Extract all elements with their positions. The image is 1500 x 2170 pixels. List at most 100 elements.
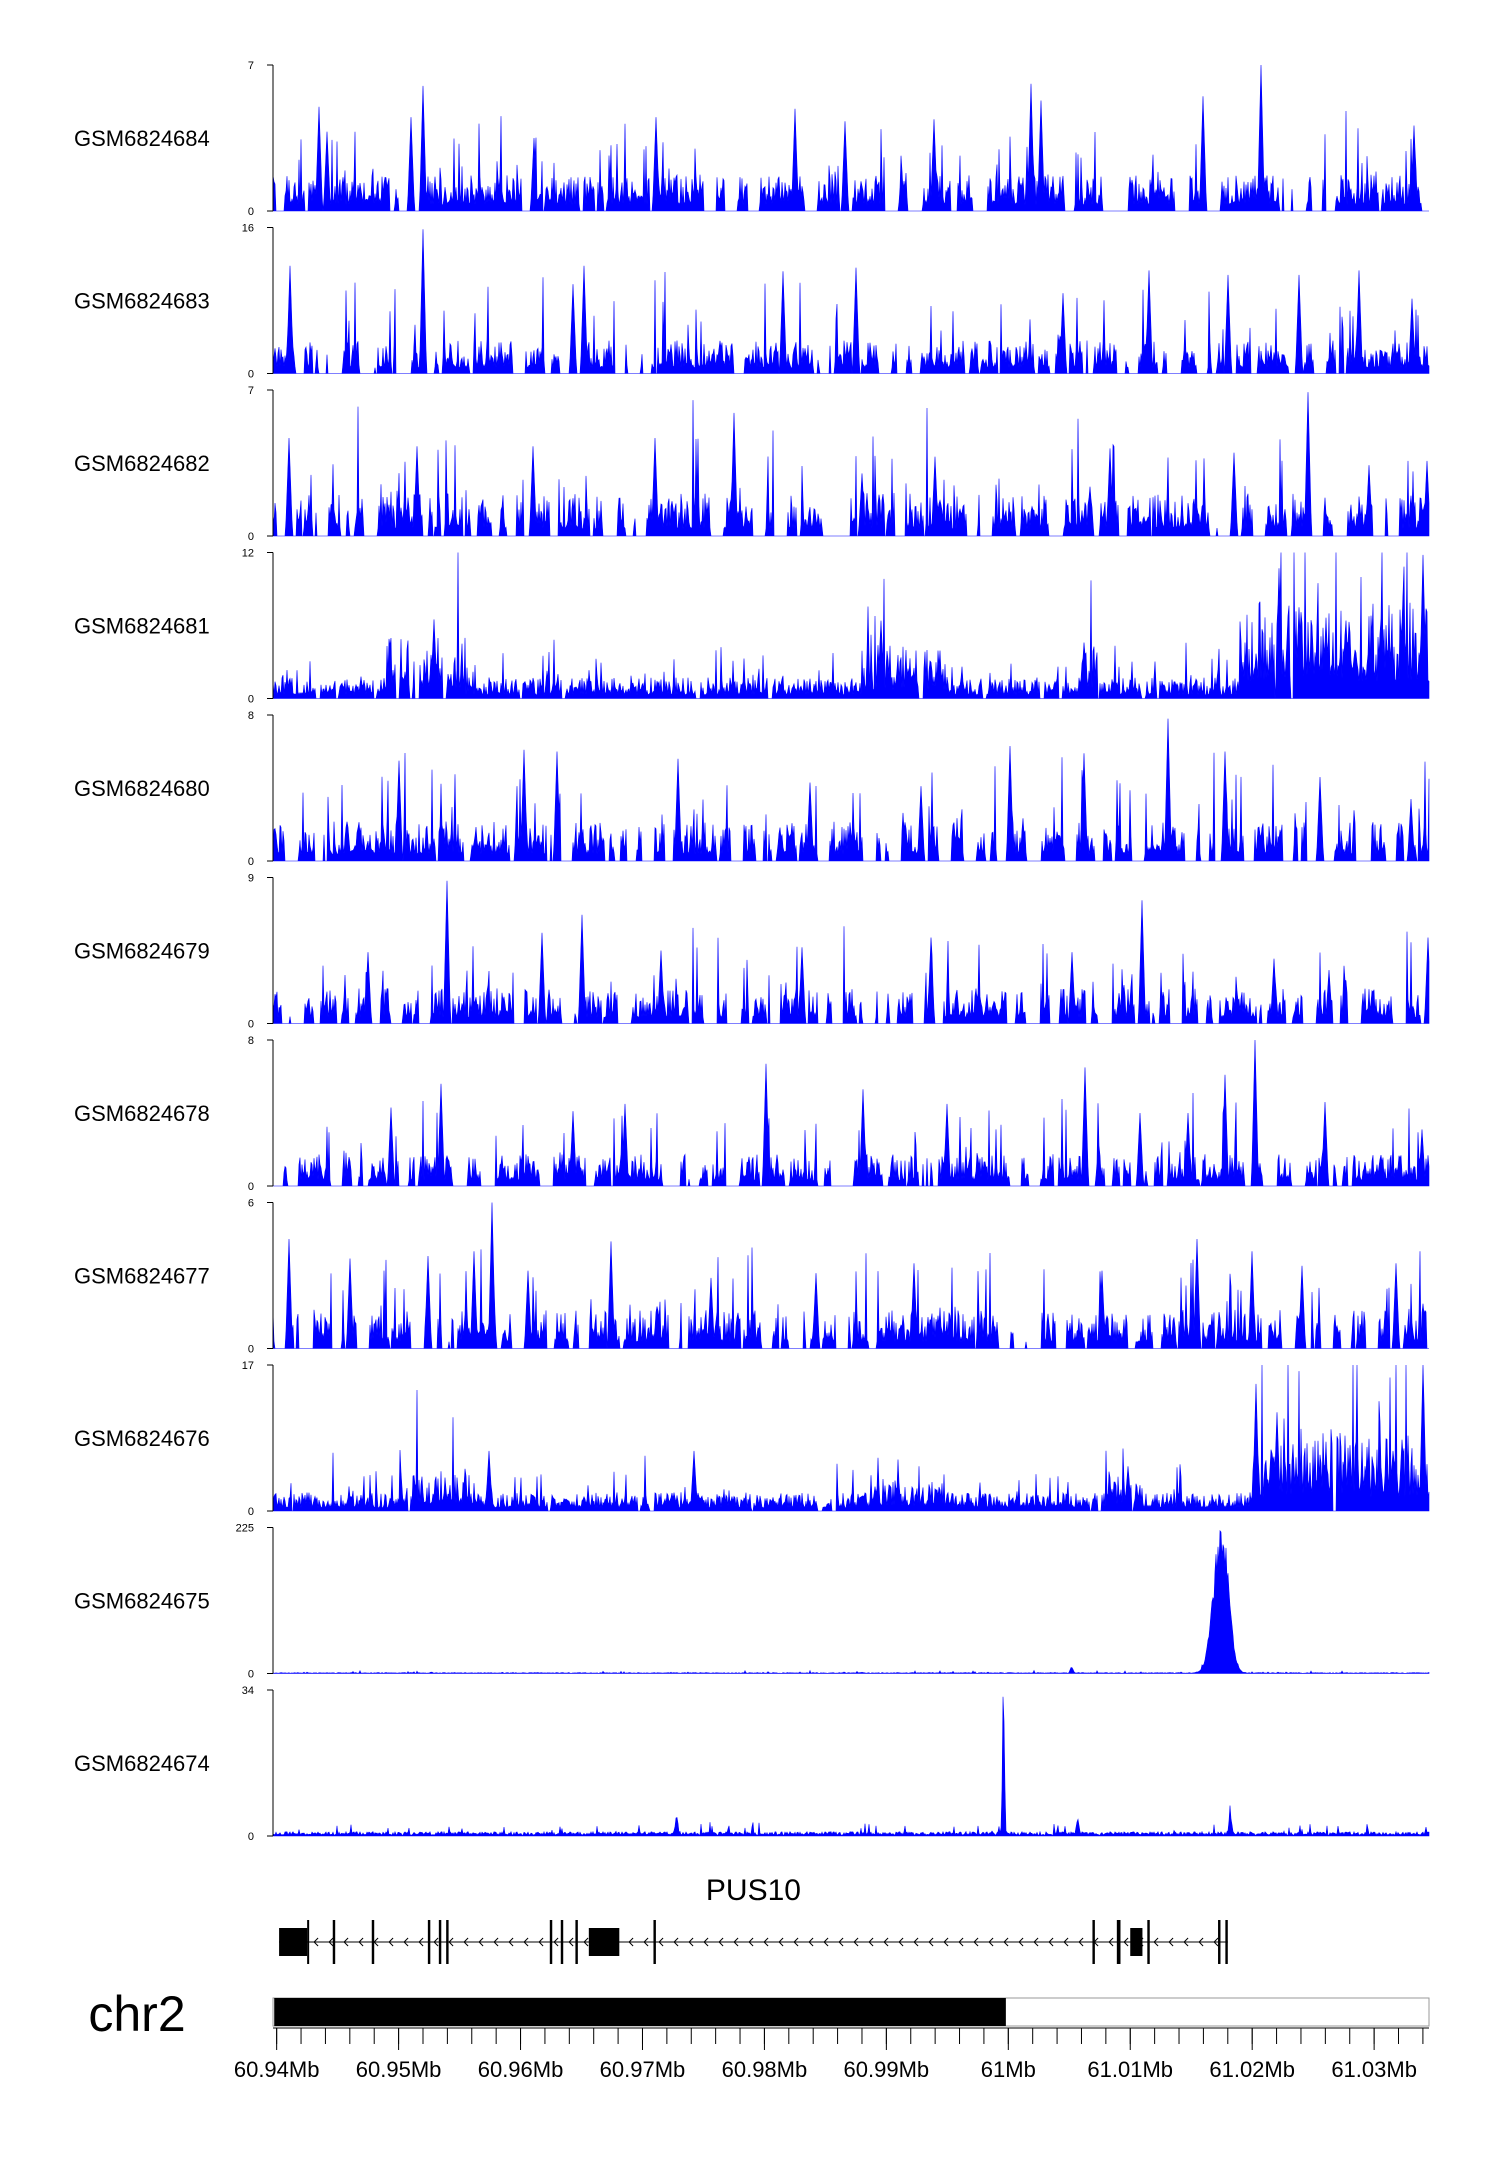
strand-chevron — [973, 1937, 979, 1947]
strand-chevron — [673, 1937, 679, 1947]
signal-area-GSM6824678 — [273, 1039, 1430, 1187]
gene-exon — [1116, 1920, 1121, 1964]
strand-chevron — [853, 1937, 859, 1947]
y-min-label: 0 — [248, 1181, 254, 1193]
signal-area-GSM6824680 — [272, 718, 1430, 862]
signal-area-GSM6824684 — [272, 64, 1429, 212]
genome-axis: 60.94Mb 60.95Mb 60.96Mb 60.97Mb 60.98Mb 60.99… — [234, 2027, 1429, 2082]
track-label: GSM6824683 — [74, 289, 210, 314]
track-label: GSM6824681 — [74, 614, 210, 639]
strand-chevron — [703, 1937, 709, 1947]
signal-area-GSM6824682 — [272, 392, 1430, 537]
strand-chevron — [1063, 1937, 1069, 1947]
strand-chevron — [388, 1937, 394, 1947]
gene-exon — [427, 1920, 431, 1964]
y-max-label: 17 — [242, 1360, 254, 1372]
strand-chevron — [403, 1937, 409, 1947]
strand-chevron — [793, 1937, 799, 1947]
track-GSM6824680: 8 0 GSM6824680 — [74, 710, 1430, 868]
strand-chevron — [343, 1937, 349, 1947]
strand-chevron — [868, 1937, 874, 1947]
axis-tick-label: 60.95Mb — [356, 2057, 442, 2082]
strand-chevron — [748, 1937, 754, 1947]
strand-chevron — [478, 1937, 484, 1947]
strand-chevron — [658, 1937, 664, 1947]
axis-tick-label: 60.94Mb — [234, 2057, 320, 2082]
strand-chevron — [1123, 1937, 1129, 1947]
strand-chevron — [1153, 1937, 1159, 1947]
axis-tick-label: 61.03Mb — [1331, 2057, 1417, 2082]
strand-chevron — [1078, 1937, 1084, 1947]
strand-chevron — [898, 1937, 904, 1947]
strand-chevron — [448, 1937, 454, 1947]
strand-chevron — [628, 1937, 634, 1947]
y-min-label: 0 — [248, 1669, 254, 1681]
axis-tick-label: 61.02Mb — [1209, 2057, 1295, 2082]
strand-chevron — [1033, 1937, 1039, 1947]
axis-tick-label: 60.99Mb — [844, 2057, 930, 2082]
track-GSM6824683: 16 0 GSM6824683 — [74, 223, 1430, 381]
gene-exon — [1225, 1920, 1228, 1964]
track-label: GSM6824674 — [74, 1751, 210, 1776]
gene-exon — [1092, 1920, 1095, 1964]
axis-tick-label: 60.98Mb — [722, 2057, 808, 2082]
track-label: GSM6824682 — [74, 451, 210, 476]
y-min-label: 0 — [248, 856, 254, 868]
strand-chevron — [1168, 1937, 1174, 1947]
signal-area-GSM6824683 — [272, 229, 1430, 374]
strand-chevron — [493, 1937, 499, 1947]
y-min-label: 0 — [248, 531, 254, 543]
strand-chevron — [913, 1937, 919, 1947]
gene-exon — [1130, 1928, 1143, 1956]
y-max-label: 7 — [248, 60, 254, 72]
strand-chevron — [313, 1937, 319, 1947]
strand-chevron — [778, 1937, 784, 1947]
track-label: GSM6824675 — [74, 1589, 210, 1614]
track-GSM6824676: 17 0 GSM6824676 — [74, 1360, 1430, 1518]
y-max-label: 8 — [248, 710, 254, 722]
axis-tick-label: 61.01Mb — [1087, 2057, 1173, 2082]
strand-chevron — [463, 1937, 469, 1947]
strand-chevron — [523, 1937, 529, 1947]
signal-tracks: 7 0 GSM6824684 16 0 GSM6824683 7 0 GSM6824682 12 0… — [74, 60, 1430, 1843]
y-min-label: 0 — [248, 1831, 254, 1843]
y-max-label: 7 — [248, 385, 254, 397]
y-max-label: 9 — [248, 873, 254, 885]
gene-exon — [307, 1920, 310, 1964]
gene-exon — [1218, 1920, 1221, 1964]
gene-exon — [371, 1920, 375, 1964]
signal-area-GSM6824675 — [272, 1530, 1430, 1674]
track-GSM6824674: 34 0 GSM6824674 — [74, 1685, 1430, 1843]
track-GSM6824677: 6 0 GSM6824677 — [74, 1198, 1429, 1356]
strand-chevron — [1003, 1937, 1009, 1947]
strand-chevron — [538, 1937, 544, 1947]
gene-exon — [575, 1920, 578, 1964]
chromosome-ideogram: chr2 — [88, 1986, 1430, 2042]
strand-chevron — [988, 1937, 994, 1947]
track-GSM6824675: 225 0 GSM6824675 — [74, 1523, 1430, 1681]
strand-chevron — [928, 1937, 934, 1947]
gene-exon — [588, 1928, 620, 1956]
signal-area-GSM6824674 — [272, 1696, 1430, 1837]
axis-tick-label: 60.96Mb — [478, 2057, 564, 2082]
track-label: GSM6824680 — [74, 776, 210, 801]
axis-tick-label: 60.97Mb — [600, 2057, 686, 2082]
strand-chevron — [433, 1937, 439, 1947]
y-max-label: 34 — [242, 1685, 254, 1697]
signal-area-GSM6824676 — [272, 1364, 1430, 1512]
strand-chevron — [583, 1937, 589, 1947]
gene-exon — [653, 1920, 656, 1964]
signal-area-GSM6824679 — [272, 880, 1430, 1024]
signal-area-GSM6824677 — [272, 1202, 1429, 1349]
strand-chevron — [733, 1937, 739, 1947]
gene-exon — [1147, 1920, 1150, 1964]
gene-exon — [279, 1928, 308, 1956]
strand-chevron — [1213, 1937, 1219, 1947]
y-min-label: 0 — [248, 1019, 254, 1031]
strand-chevron — [688, 1937, 694, 1947]
strand-chevron — [718, 1937, 724, 1947]
strand-chevron — [943, 1937, 949, 1947]
track-label: GSM6824677 — [74, 1264, 210, 1289]
gene-label: PUS10 — [706, 1874, 801, 1907]
